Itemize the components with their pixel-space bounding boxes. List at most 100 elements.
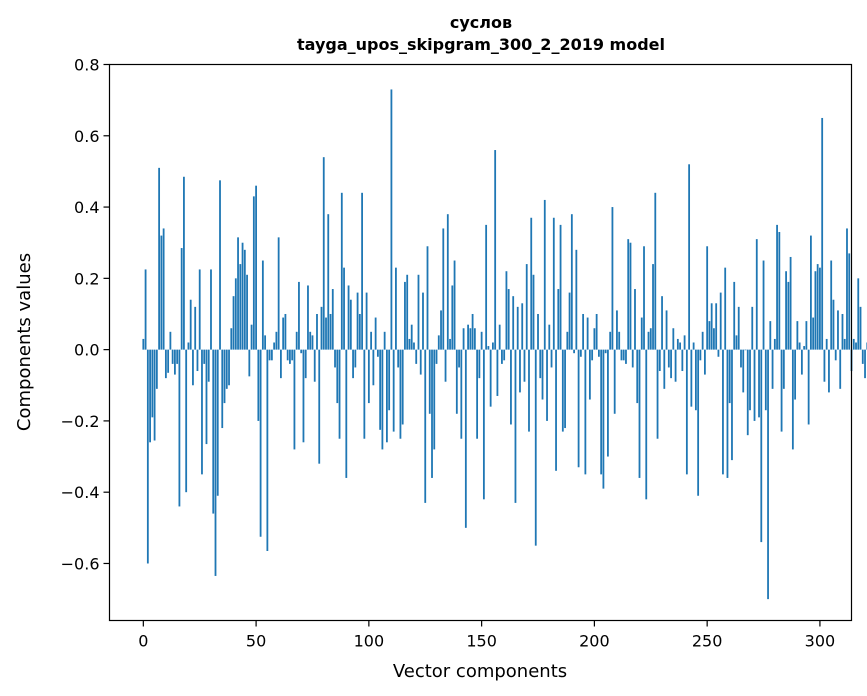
bar-134 <box>444 349 447 382</box>
bar-135 <box>446 214 449 350</box>
bar-25 <box>198 269 201 350</box>
bar-244 <box>692 342 695 350</box>
bar-168 <box>521 303 524 350</box>
bar-7 <box>158 167 161 350</box>
bar-191 <box>573 349 575 354</box>
bar-240 <box>683 335 686 350</box>
bar-253 <box>713 328 715 350</box>
bar-159 <box>501 349 503 364</box>
bar-184 <box>557 289 560 350</box>
bar-110 <box>390 89 393 350</box>
bar-27 <box>203 349 206 364</box>
bar-182 <box>552 217 555 350</box>
bar-62 <box>282 317 285 350</box>
bar-227 <box>654 192 657 350</box>
bar-86 <box>336 349 339 404</box>
bar-80 <box>322 157 325 350</box>
x-axis: 0 50 100 150 200 250 300 <box>138 620 835 651</box>
bar-305 <box>830 260 833 350</box>
bar-16 <box>178 349 181 507</box>
bar-286 <box>787 281 790 350</box>
bar-199 <box>591 349 594 361</box>
bar-263 <box>735 335 738 350</box>
plot-area-frame <box>108 63 853 622</box>
bar-232 <box>665 310 668 350</box>
bar-32 <box>214 349 217 576</box>
bar-161 <box>505 271 508 350</box>
bar-301 <box>821 117 824 350</box>
x-tick-label: 150 <box>466 632 497 651</box>
bar-169 <box>523 349 526 382</box>
bar-205 <box>604 349 607 354</box>
bar-224 <box>647 331 650 350</box>
bar-251 <box>708 321 711 350</box>
bar-309 <box>839 349 842 389</box>
bar-311 <box>843 338 846 350</box>
bar-30 <box>210 269 212 350</box>
bar-276 <box>764 349 767 411</box>
bar-9 <box>162 228 165 350</box>
bar-236 <box>674 349 677 382</box>
bar-141 <box>460 349 463 439</box>
bar-52 <box>259 349 262 537</box>
bar-239 <box>681 349 684 372</box>
bar-72 <box>304 349 307 379</box>
bar-139 <box>455 349 458 414</box>
bar-90 <box>345 349 348 478</box>
bar-40 <box>232 296 235 350</box>
bar-206 <box>607 349 609 457</box>
bar-167 <box>519 349 521 393</box>
bar-38 <box>228 349 230 386</box>
bar-116 <box>404 281 406 350</box>
x-axis-label: Vector components <box>393 661 567 682</box>
bar-13 <box>171 349 174 364</box>
bar-197 <box>586 317 589 350</box>
bars-group <box>142 89 867 600</box>
y-tick-label: 0.8 <box>74 56 99 75</box>
bar-268 <box>746 349 749 436</box>
bar-59 <box>275 331 278 350</box>
bar-14 <box>174 349 176 375</box>
bar-315 <box>852 338 855 350</box>
bar-259 <box>726 349 729 478</box>
bar-213 <box>622 349 625 361</box>
bar-207 <box>609 331 612 350</box>
bar-155 <box>492 342 494 350</box>
x-tick-label: 50 <box>246 632 266 651</box>
bar-291 <box>798 342 801 350</box>
bar-140 <box>458 349 460 368</box>
bar-57 <box>270 349 273 361</box>
bar-247 <box>699 349 702 361</box>
bar-145 <box>469 328 472 350</box>
bar-99 <box>365 292 368 350</box>
bar-84 <box>331 289 334 350</box>
bar-35 <box>221 349 224 429</box>
bar-245 <box>694 349 697 411</box>
bar-284 <box>782 349 785 389</box>
x-tick-label: 100 <box>354 632 385 651</box>
bar-136 <box>449 338 451 350</box>
bar-34 <box>219 180 221 350</box>
bar-308 <box>837 310 839 350</box>
bar-56 <box>268 349 271 361</box>
bar-273 <box>758 349 760 418</box>
bar-6 <box>155 349 158 389</box>
bar-233 <box>667 349 670 368</box>
bar-300 <box>819 267 821 350</box>
bar-63 <box>284 313 287 350</box>
bar-278 <box>769 321 772 350</box>
bar-131 <box>437 335 440 350</box>
bar-252 <box>710 303 713 350</box>
bar-108 <box>386 349 388 443</box>
bar-126 <box>426 246 429 350</box>
bar-261 <box>731 349 733 461</box>
bar-272 <box>755 239 758 350</box>
bar-5 <box>153 349 156 441</box>
bar-26 <box>201 349 203 475</box>
bar-225 <box>649 328 652 350</box>
bar-153 <box>487 346 490 350</box>
bar-198 <box>588 349 591 400</box>
bar-215 <box>627 239 630 350</box>
bar-292 <box>800 349 803 375</box>
bar-229 <box>658 349 661 372</box>
